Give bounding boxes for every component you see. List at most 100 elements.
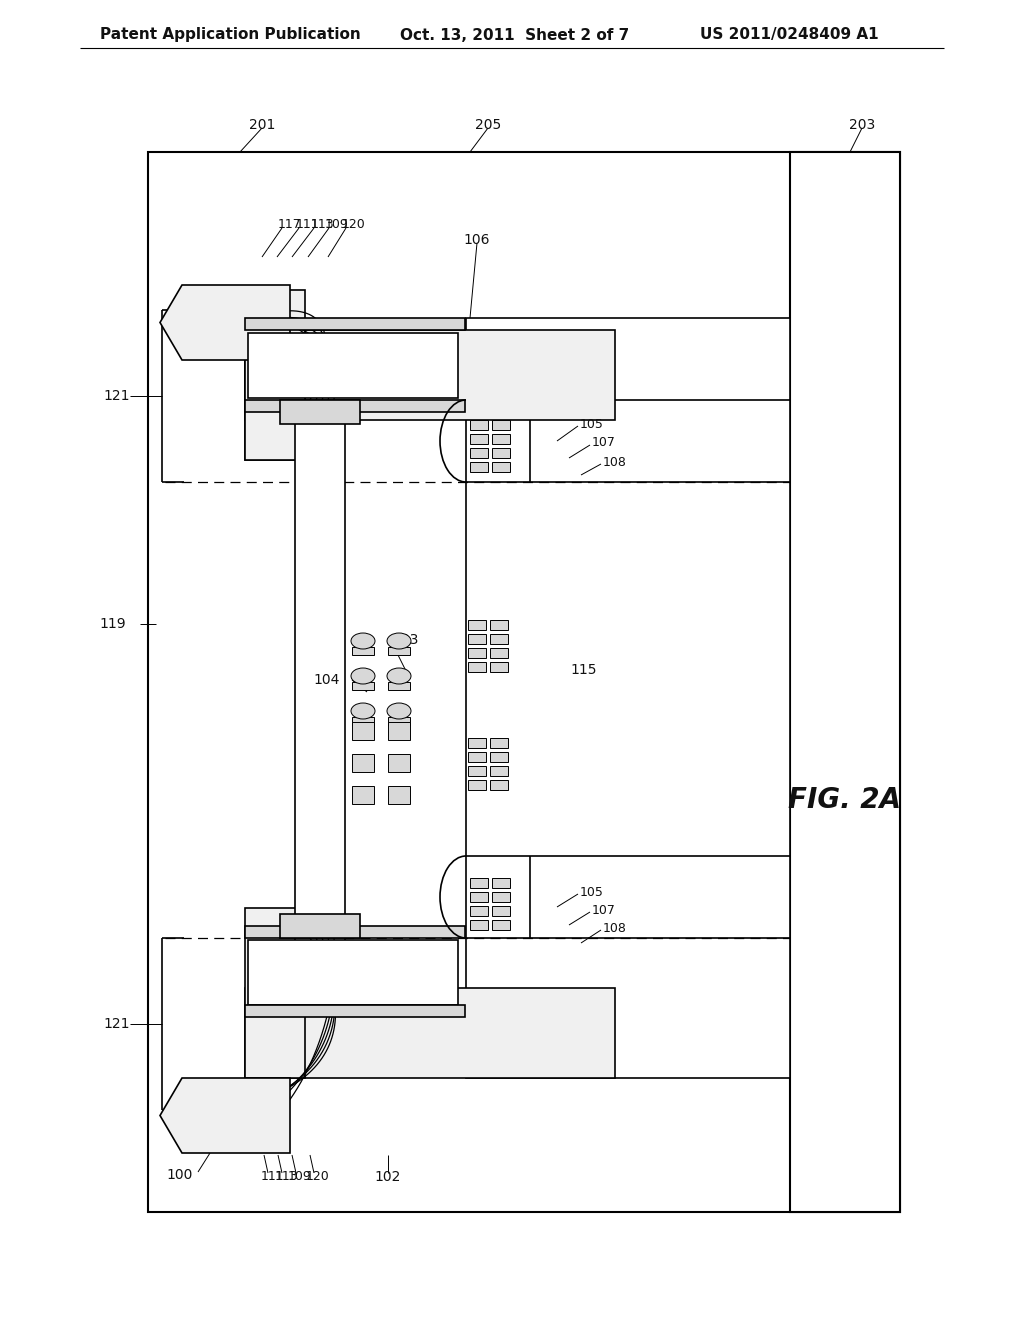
Bar [492,878,510,888]
Text: 203: 203 [849,117,876,132]
Bar [468,752,486,762]
Bar [352,717,374,725]
Text: Patent Application Publication: Patent Application Publication [100,28,360,42]
Text: 107: 107 [592,903,615,916]
Polygon shape [160,285,290,360]
Bar [492,920,510,931]
Bar [466,318,790,1078]
Bar [352,647,374,655]
Bar [245,927,465,939]
Text: 109: 109 [326,219,349,231]
Bar [490,648,508,657]
Bar [295,412,345,1005]
Bar [280,400,360,424]
Bar [248,940,458,1005]
Text: 105: 105 [580,886,604,899]
Bar [492,892,510,902]
Bar [492,462,510,473]
Bar [470,878,488,888]
Bar [388,785,410,804]
Ellipse shape [351,704,375,719]
Text: 100: 100 [167,1168,193,1181]
Polygon shape [160,1078,290,1152]
Bar [470,462,488,473]
Bar [790,152,900,1212]
Bar [248,333,458,399]
Bar [245,1005,465,1016]
Bar [280,913,360,939]
Bar [245,400,465,412]
Bar [245,330,615,420]
Bar [492,434,510,444]
Bar [490,738,508,748]
Text: 108: 108 [603,455,627,469]
Text: 121: 121 [103,1016,130,1031]
Bar [490,634,508,644]
Bar [352,722,374,741]
Bar [468,738,486,748]
Bar [245,318,465,330]
Ellipse shape [387,668,411,684]
Bar [468,780,486,789]
Bar [490,780,508,789]
Ellipse shape [387,704,411,719]
Bar [245,908,305,1078]
Text: 115: 115 [570,663,597,677]
Bar [352,682,374,690]
Text: 105: 105 [580,417,604,430]
Bar [492,447,510,458]
Text: FIG. 2A: FIG. 2A [788,785,901,814]
Text: 106: 106 [464,234,490,247]
Text: 113: 113 [310,219,334,231]
Text: Oct. 13, 2011  Sheet 2 of 7: Oct. 13, 2011 Sheet 2 of 7 [400,28,630,42]
Text: 201: 201 [249,117,275,132]
Text: 107: 107 [592,437,615,450]
Text: 109: 109 [288,1171,312,1184]
Text: 111: 111 [295,219,318,231]
Bar [468,648,486,657]
Bar [245,330,305,459]
Bar [388,717,410,725]
Bar [388,647,410,655]
Bar [490,663,508,672]
Bar [468,663,486,672]
Bar [352,785,374,804]
Text: 111: 111 [260,1171,284,1184]
Bar [490,620,508,630]
Bar [490,766,508,776]
Ellipse shape [351,634,375,649]
Bar [470,434,488,444]
Ellipse shape [387,634,411,649]
Bar [468,634,486,644]
Bar [388,722,410,741]
Bar [470,420,488,430]
Text: 103: 103 [392,634,419,647]
Bar [245,987,615,1078]
Bar [490,752,508,762]
Text: 104: 104 [313,673,340,686]
Bar [470,447,488,458]
Text: 117: 117 [279,219,302,231]
Text: 113: 113 [274,1171,298,1184]
Text: 205: 205 [475,117,501,132]
Bar [388,682,410,690]
Text: 108: 108 [603,921,627,935]
Text: 121: 121 [103,389,130,403]
Bar [470,906,488,916]
Bar [148,152,900,1212]
Bar [388,754,410,772]
Text: 119: 119 [99,616,126,631]
Text: 120: 120 [306,1171,330,1184]
Bar [468,766,486,776]
Bar [468,620,486,630]
Bar [470,892,488,902]
Text: 120: 120 [342,219,366,231]
Bar [492,420,510,430]
Ellipse shape [351,668,375,684]
Bar [245,290,305,459]
Bar [352,754,374,772]
Text: US 2011/0248409 A1: US 2011/0248409 A1 [700,28,879,42]
Bar [470,920,488,931]
Text: 102: 102 [375,1170,401,1184]
Bar [492,906,510,916]
